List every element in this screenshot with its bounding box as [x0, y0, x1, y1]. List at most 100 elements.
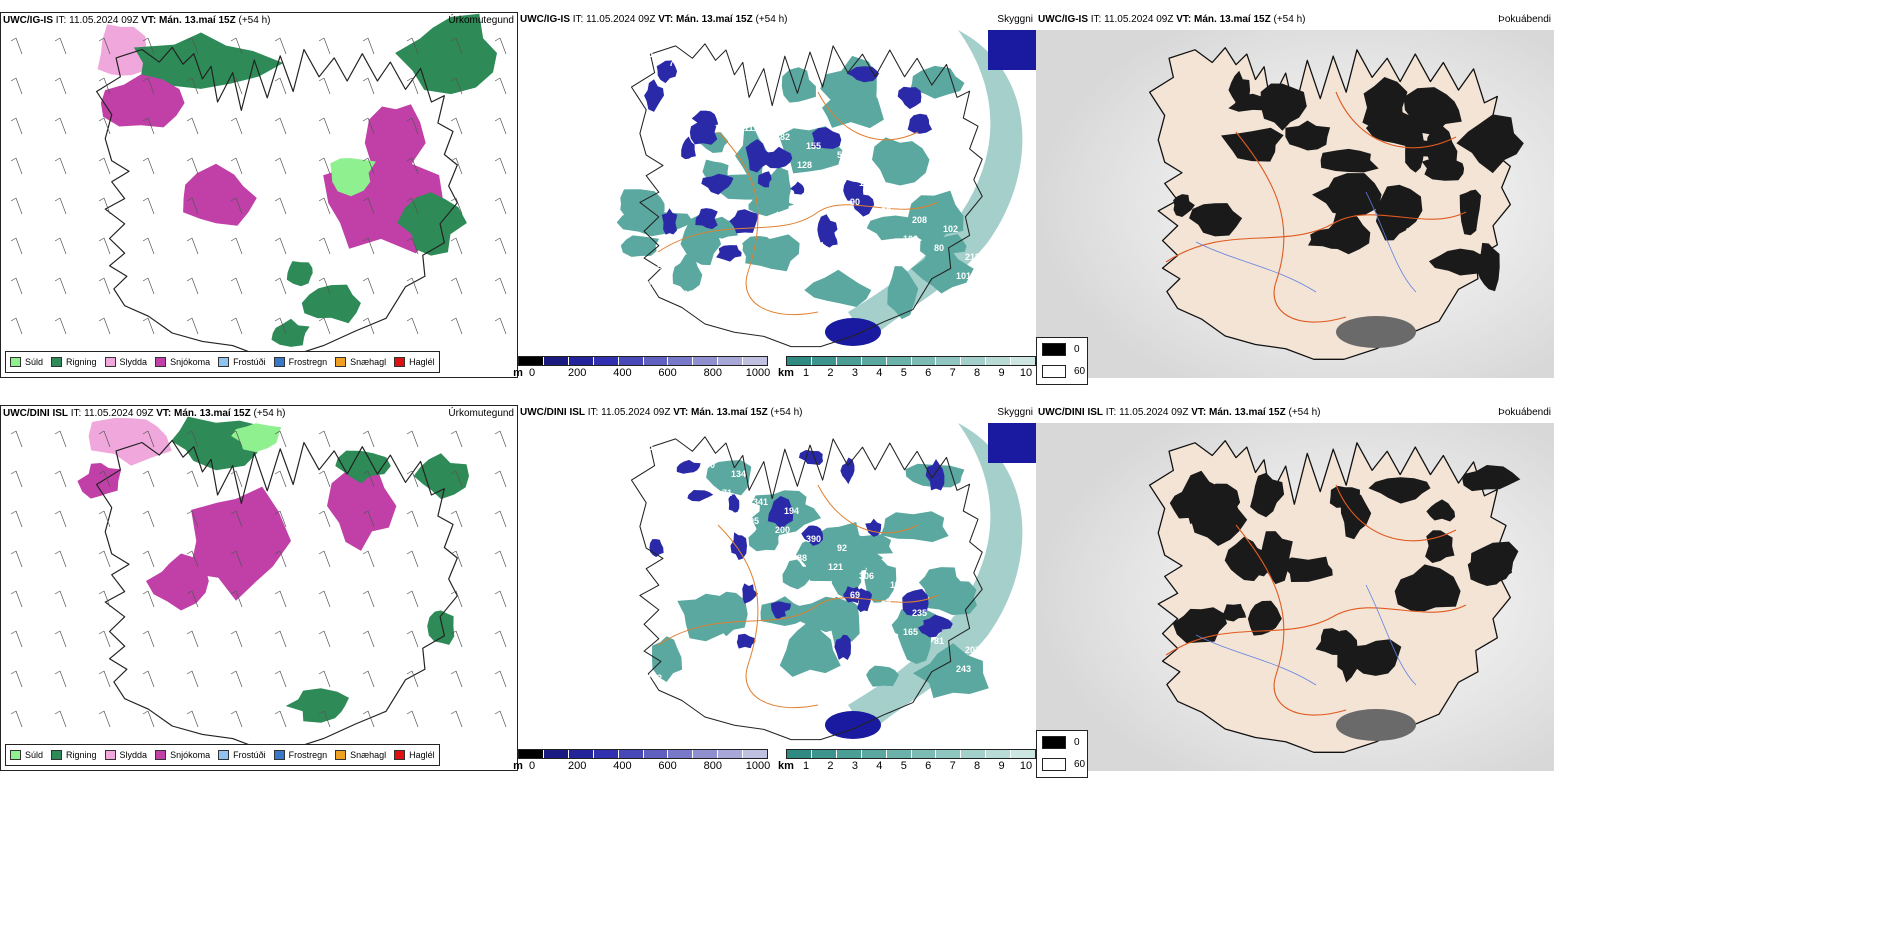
- fog-dark-areas: [1173, 70, 1524, 292]
- wind-barb: [142, 237, 155, 255]
- wind-barb: [450, 157, 463, 175]
- ceiling-label: 130: [700, 460, 715, 470]
- ceiling-label: 76: [647, 280, 657, 290]
- legend-swatch: [51, 357, 63, 367]
- low-visibility-area: [864, 556, 897, 603]
- low-ceiling-area: [907, 113, 933, 134]
- colorbar-tick: 5: [900, 367, 907, 379]
- wind-barb: [142, 197, 155, 215]
- colorbar-tick: 9: [998, 367, 1005, 379]
- ceiling-label: 104: [691, 479, 706, 489]
- wind-barb: [54, 277, 67, 295]
- wind-barb: [54, 197, 67, 215]
- wind-barb: [318, 237, 331, 255]
- low-visibility-area: [706, 460, 752, 496]
- colorbar-swatch: [911, 357, 937, 365]
- wind-barb: [494, 670, 507, 688]
- ceiling-label: 110: [890, 580, 905, 590]
- fog-area: [1221, 127, 1284, 162]
- low-ceiling-area: [840, 457, 855, 485]
- colorbar-swatch: [718, 357, 744, 365]
- ceiling-label: 90: [850, 197, 860, 207]
- panel-field: Skyggni: [997, 407, 1033, 418]
- ceiling-label: 211: [965, 252, 980, 262]
- colorbar-swatch: [543, 357, 569, 365]
- wind-barb: [230, 590, 243, 608]
- wind-barb: [10, 277, 23, 295]
- wind-barb: [142, 277, 155, 295]
- colorbar-tick: 5: [900, 760, 907, 772]
- coastline: [96, 46, 458, 357]
- wind-barb: [142, 157, 155, 175]
- wind-barb: [362, 157, 375, 175]
- legend-swatch: [10, 357, 21, 367]
- precip-map: [10, 13, 507, 357]
- colorbar-swatch: [836, 750, 862, 758]
- wind-barb: [318, 430, 331, 448]
- fog-legend-label: 0: [1074, 736, 1080, 748]
- fog-index-panel-ig: UWC/IG-IS IT: 11.05.2024 09Z VT: Mán. 13…: [1036, 12, 1554, 378]
- wind-barb: [494, 550, 507, 568]
- ceiling-labels: 225 95 111 128 90 102 101 76 143 182 73 93 80 76 118 15…: [638, 49, 980, 308]
- fog-area: [1475, 242, 1500, 292]
- ceiling-label: 73: [828, 169, 838, 179]
- legend-label: Súld: [25, 357, 44, 367]
- low-visibility-area: [887, 266, 919, 320]
- colorbar-swatch: [811, 750, 837, 758]
- wind-barb: [494, 157, 507, 175]
- wind-barb: [54, 710, 67, 728]
- wind-barb: [450, 37, 463, 55]
- wind-barb: [274, 710, 287, 728]
- road-network: [657, 484, 939, 709]
- legend-swatch: [218, 750, 230, 760]
- wind-barb: [318, 630, 331, 648]
- wind-barb: [230, 157, 243, 175]
- visibility-colorbar-ticks: km 1 2 3 4 5 6 7 8 9 10: [778, 366, 1036, 380]
- wind-barb: [10, 710, 23, 728]
- legend-label: Frostúði: [233, 357, 266, 367]
- fog-area: [1425, 125, 1458, 173]
- wind-barb: [10, 590, 23, 608]
- colorbar-swatch: [593, 357, 619, 365]
- wind-barb: [274, 37, 287, 55]
- wind-barb: [318, 277, 331, 295]
- wind-barb: [142, 77, 155, 95]
- panel-title: UWC/IG-IS IT: 11.05.2024 09Z VT: Mán. 13…: [3, 15, 271, 26]
- wind-barb: [318, 550, 331, 568]
- colorbar-swatch: [787, 750, 812, 758]
- precip-cell: [335, 450, 391, 484]
- wind-barb: [274, 510, 287, 528]
- ceiling-label: 113: [669, 451, 684, 461]
- wind-barb: [494, 470, 507, 488]
- wind-barb: [406, 37, 419, 55]
- low-ceiling-area: [798, 450, 823, 465]
- wind-barb: [450, 77, 463, 95]
- colorbar-swatch: [743, 750, 768, 758]
- low-ceiling-area: [729, 209, 759, 234]
- colorbar-tick: 8: [974, 367, 981, 379]
- wind-barb: [494, 277, 507, 295]
- wind-barb: [98, 197, 111, 215]
- wind-barb: [494, 590, 507, 608]
- ceiling-label: 105: [638, 442, 653, 452]
- legend-item: Snæhagl: [335, 357, 386, 367]
- low-ceiling-area: [764, 146, 793, 169]
- colorbar-swatch: [593, 750, 619, 758]
- panel-title: UWC/DINI ISL IT: 11.05.2024 09Z VT: Mán.…: [1038, 407, 1321, 418]
- low-ceiling-area: [801, 525, 823, 546]
- legend-label: Haglél: [409, 750, 435, 760]
- wind-barb: [186, 510, 199, 528]
- fog-area: [1247, 600, 1282, 636]
- precip-cell: [97, 24, 147, 76]
- wind-barb: [362, 277, 375, 295]
- wind-barb: [494, 317, 507, 335]
- wind-barb: [54, 117, 67, 135]
- low-ceiling-offshore: [988, 30, 1036, 70]
- roads: [657, 91, 939, 316]
- wind-barb: [230, 277, 243, 295]
- fog-area: [1343, 639, 1402, 676]
- low-ceiling-area: [644, 79, 664, 112]
- colorbar-tick: 3: [851, 367, 858, 379]
- wind-barb: [186, 590, 199, 608]
- low-ceiling-area: [687, 490, 714, 502]
